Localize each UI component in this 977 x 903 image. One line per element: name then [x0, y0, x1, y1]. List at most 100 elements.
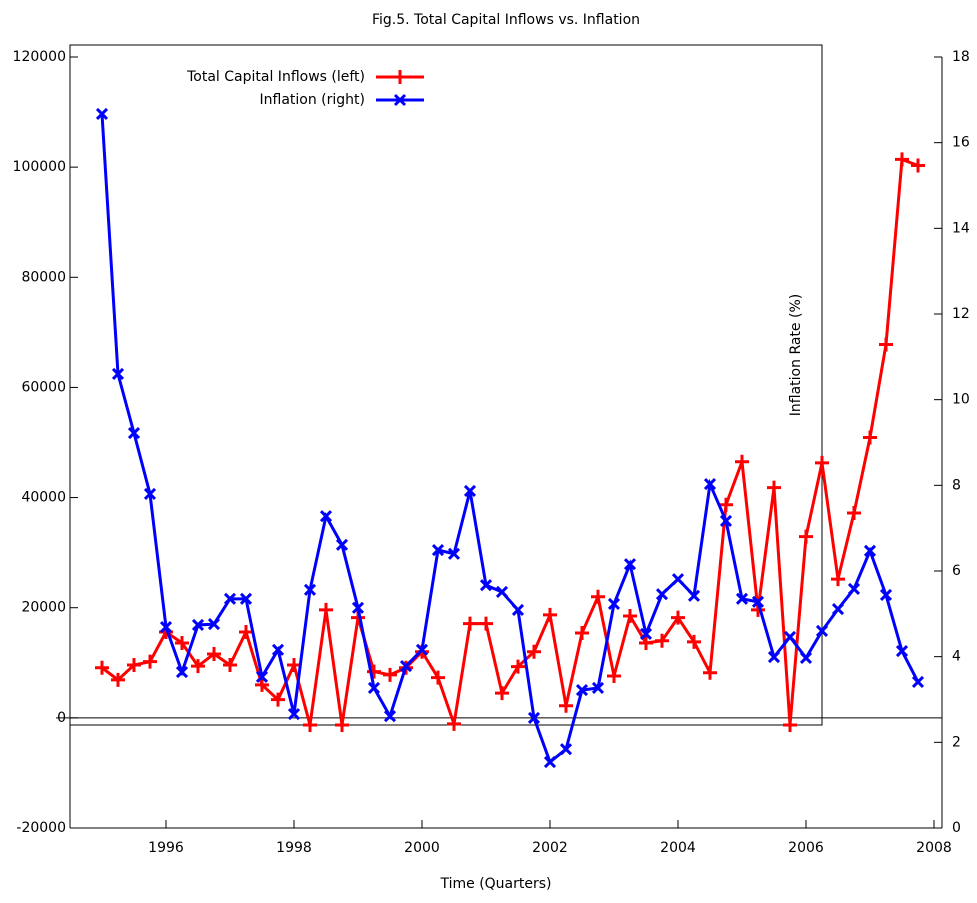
- point: [111, 672, 125, 687]
- legend-marker: [393, 70, 407, 84]
- series-line: [100, 113, 920, 765]
- y2-tick-label: 0: [952, 820, 961, 836]
- x-tick-label: 2002: [532, 840, 568, 856]
- y2-tick-label: 2: [952, 734, 961, 750]
- x-tick-label: 2004: [660, 840, 696, 856]
- y2-tick-label: 14: [952, 220, 970, 236]
- y-tick-label: 0: [57, 710, 66, 726]
- point: [415, 643, 429, 656]
- series-line: [101, 157, 919, 726]
- point: [431, 670, 445, 685]
- point: [639, 627, 653, 641]
- point: [383, 710, 397, 723]
- y2-tick-label: 12: [952, 306, 970, 322]
- point: [143, 654, 157, 669]
- point: [271, 692, 285, 707]
- point: [735, 454, 749, 469]
- point: [399, 660, 413, 673]
- point: [783, 718, 797, 733]
- point: [863, 544, 877, 557]
- point: [463, 484, 477, 497]
- point: [719, 497, 733, 512]
- point: [671, 573, 685, 586]
- point: [447, 716, 461, 731]
- y2-tick-label: 4: [952, 649, 961, 665]
- point: [623, 608, 637, 623]
- chart-title: Fig.5. Total Capital Inflows vs. Inflati…: [372, 12, 640, 28]
- point: [303, 718, 317, 733]
- point: [591, 589, 605, 604]
- point: [351, 601, 365, 614]
- point: [191, 659, 205, 674]
- point: [831, 572, 845, 587]
- point: [655, 588, 669, 601]
- point: [655, 633, 669, 648]
- point: [447, 547, 461, 560]
- point: [703, 477, 717, 491]
- point: [815, 624, 829, 638]
- point: [223, 592, 237, 605]
- point: [383, 667, 397, 682]
- point: [911, 158, 925, 173]
- point: [847, 505, 861, 520]
- point: [319, 510, 333, 523]
- point: [751, 595, 765, 608]
- point: [767, 480, 781, 495]
- point: [895, 152, 909, 167]
- point: [543, 607, 557, 622]
- point: [255, 670, 269, 683]
- point: [911, 675, 925, 688]
- point: [687, 634, 701, 649]
- point: [207, 618, 221, 631]
- point: [575, 684, 589, 697]
- point: [303, 583, 317, 596]
- point: [143, 487, 157, 500]
- point: [879, 337, 893, 352]
- point: [239, 592, 253, 605]
- point: [255, 677, 269, 692]
- point: [287, 708, 301, 721]
- point: [639, 635, 653, 650]
- y-tick-label: 60000: [21, 379, 66, 395]
- legend-marker: [393, 93, 407, 107]
- point: [335, 718, 349, 733]
- y-tick-label: 80000: [21, 269, 66, 285]
- point: [111, 367, 125, 381]
- x-tick-label: 2006: [788, 840, 824, 856]
- point: [767, 651, 781, 664]
- point: [735, 592, 749, 605]
- point: [431, 543, 445, 557]
- point: [783, 630, 797, 644]
- point: [719, 514, 733, 527]
- point: [527, 644, 541, 659]
- point: [575, 626, 589, 641]
- point: [607, 669, 621, 684]
- point: [287, 657, 301, 672]
- point: [607, 597, 621, 611]
- point: [495, 585, 509, 599]
- point: [559, 698, 573, 713]
- point: [127, 427, 141, 440]
- frame: [69, 44, 823, 726]
- point: [271, 643, 285, 656]
- point: [895, 645, 909, 658]
- point: [495, 686, 509, 701]
- point: [863, 430, 877, 445]
- point: [175, 666, 189, 679]
- point: [591, 681, 605, 694]
- y-tick-label: 40000: [21, 490, 66, 506]
- point: [687, 589, 701, 602]
- x-tick-label: 1998: [276, 840, 312, 856]
- point: [335, 538, 349, 551]
- point: [367, 681, 381, 694]
- x-tick-label: 2000: [404, 840, 440, 856]
- x-axis-label: Time (Quarters): [439, 876, 551, 892]
- y2-tick-label: 10: [952, 392, 970, 408]
- point: [127, 657, 141, 672]
- point: [319, 602, 333, 617]
- point: [511, 603, 525, 617]
- point: [95, 660, 109, 675]
- y2-tick-label: 18: [952, 49, 970, 65]
- y2-axis-label: Inflation Rate (%): [788, 294, 804, 416]
